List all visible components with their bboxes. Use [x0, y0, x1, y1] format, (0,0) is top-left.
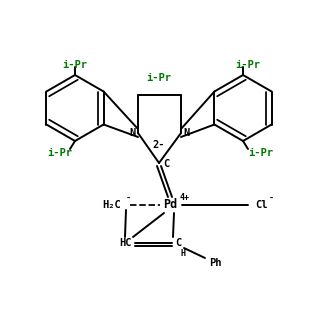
Text: 4+: 4+	[180, 193, 190, 203]
Text: H: H	[180, 249, 186, 257]
Text: -: -	[125, 193, 130, 203]
Text: Pd: Pd	[163, 198, 177, 211]
Text: HC: HC	[119, 238, 131, 248]
Text: i-Pr: i-Pr	[236, 60, 261, 70]
Text: Cl: Cl	[255, 200, 267, 210]
Text: Ph: Ph	[209, 258, 221, 268]
Text: i-Pr: i-Pr	[249, 148, 273, 158]
Text: -: -	[268, 193, 273, 203]
Text: C: C	[163, 159, 169, 169]
Text: C: C	[175, 238, 181, 248]
Text: i-Pr: i-Pr	[146, 73, 171, 83]
Text: i-Pr: i-Pr	[62, 60, 88, 70]
Text: 2-: 2-	[153, 140, 165, 150]
Text: N: N	[184, 128, 190, 138]
Text: i-Pr: i-Pr	[48, 148, 72, 158]
Text: H₂C: H₂C	[103, 200, 121, 210]
Text: N: N	[129, 128, 135, 138]
